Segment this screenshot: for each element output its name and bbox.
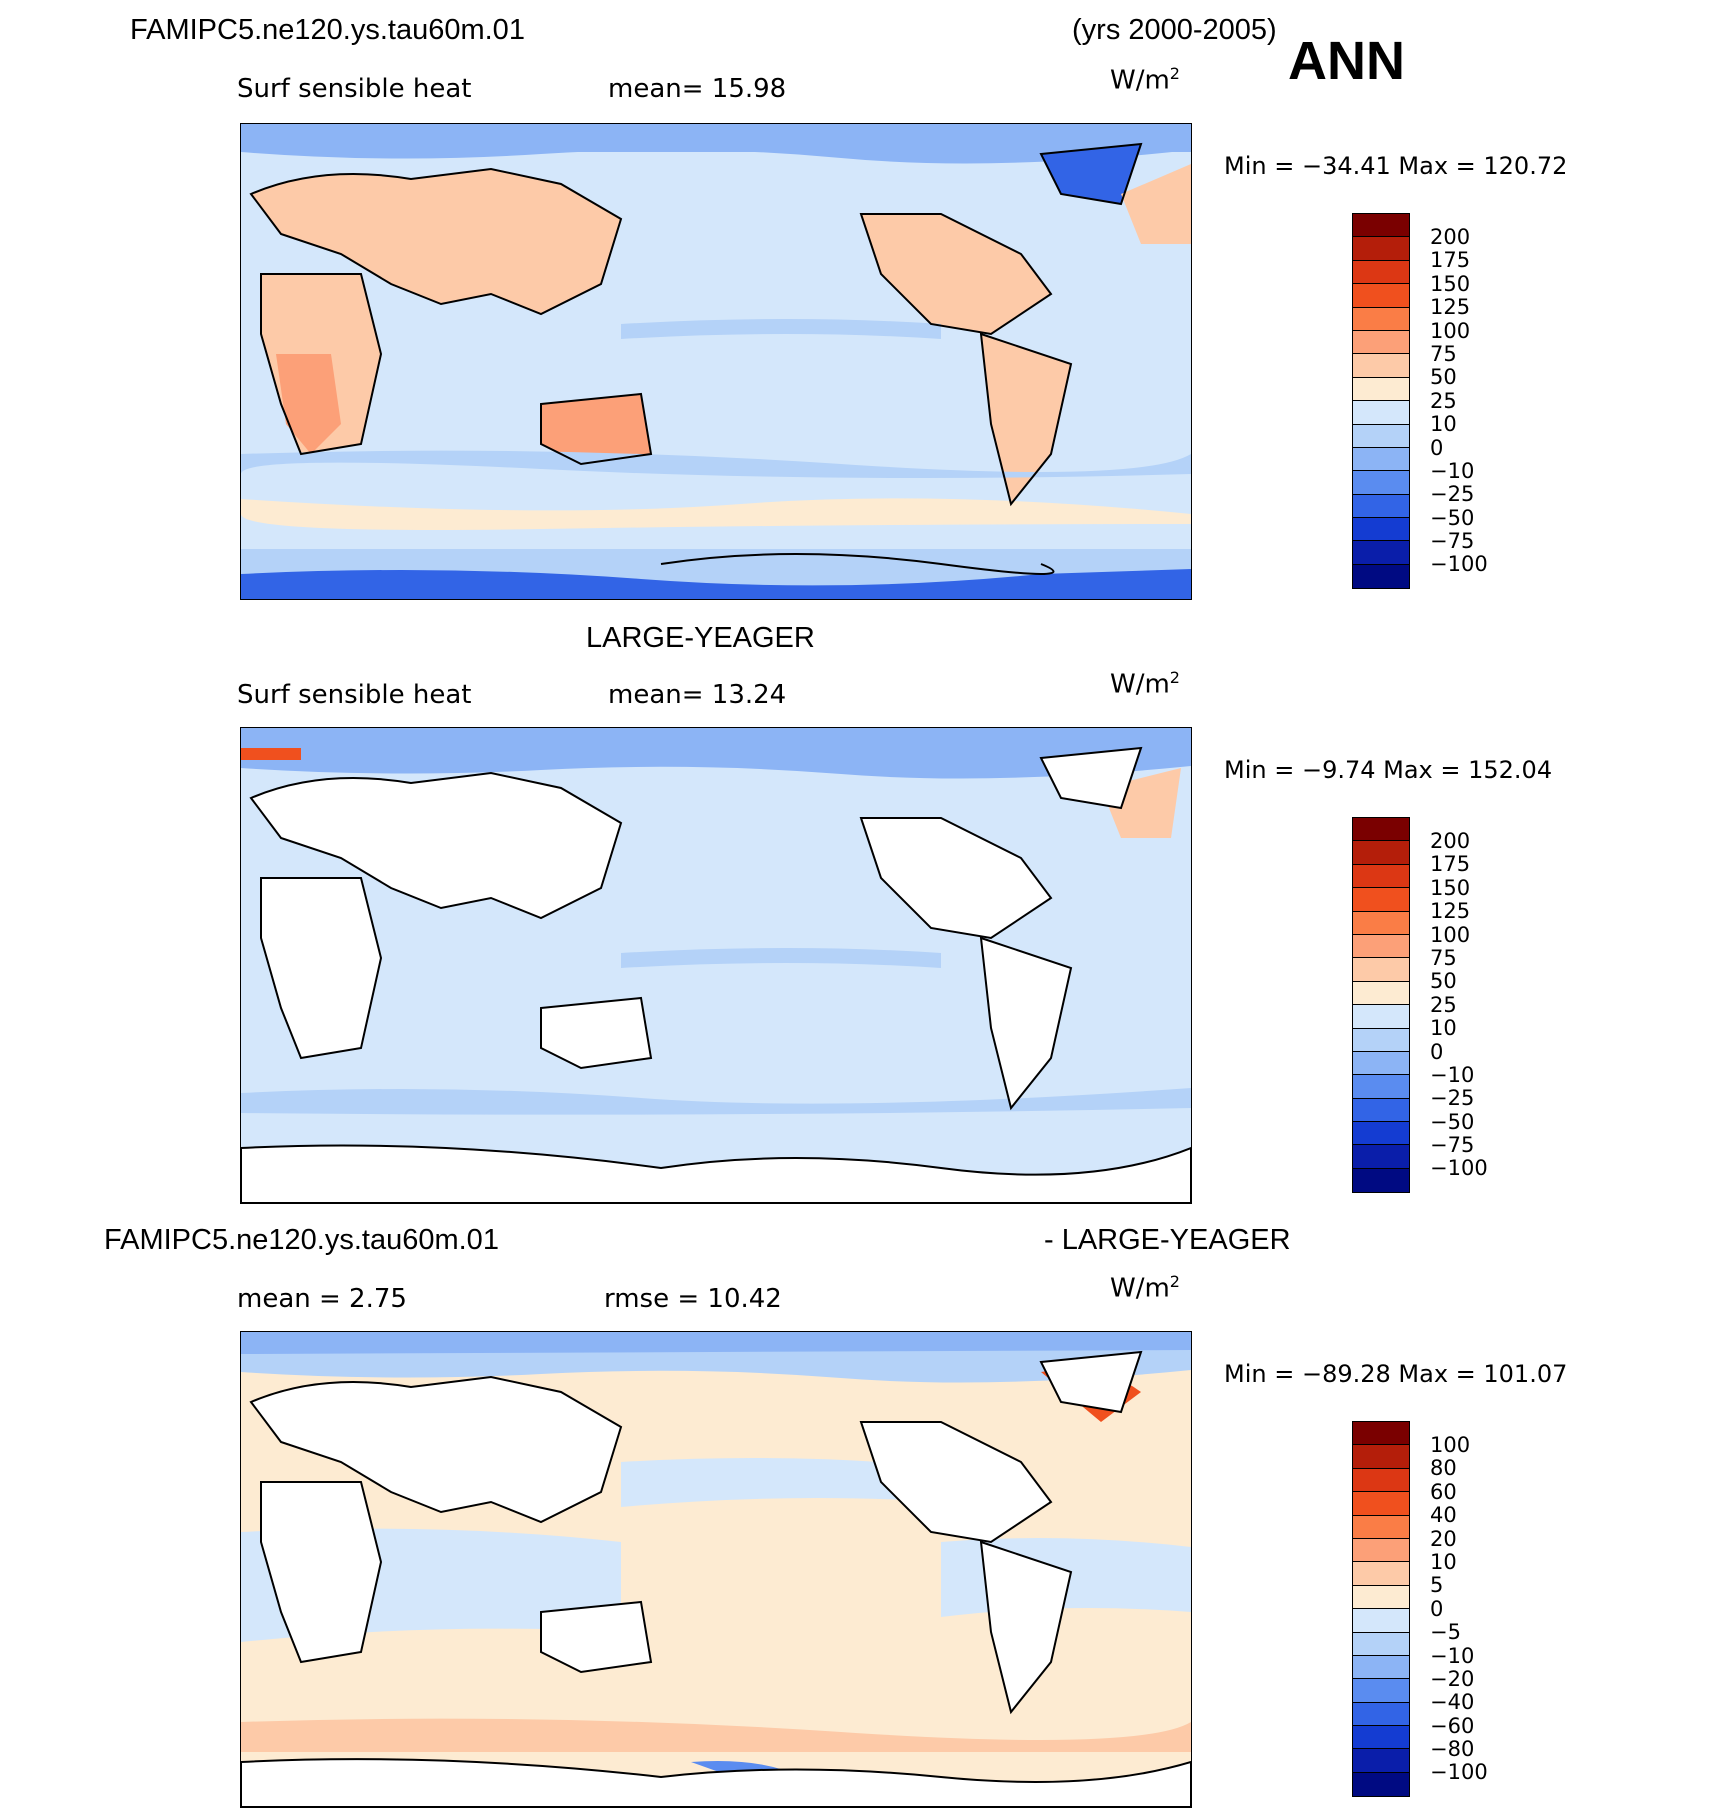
panel2-variable: Surf sensible heat — [237, 680, 472, 710]
panel3-rmse: rmse = 10.42 — [604, 1284, 782, 1314]
panel1-units: W/m2 — [1110, 64, 1180, 96]
panel1-colorbar-labels: 200 175 150 125 100 75 50 25 10 0 −10 −25 −50 −75 −100 — [1430, 225, 1488, 577]
panel2-map — [240, 727, 1192, 1204]
panel3-mean: mean = 2.75 — [237, 1284, 407, 1314]
panel2-colorbar — [1352, 817, 1410, 1194]
panel3-title-left: FAMIPC5.ne120.ys.tau60m.01 — [104, 1224, 499, 1256]
years-label: (yrs 2000-2005) — [1072, 14, 1277, 46]
panel2-units: W/m2 — [1110, 668, 1180, 700]
panel2-mean: mean= 13.24 — [608, 680, 787, 710]
panel1-mean: mean= 15.98 — [608, 74, 787, 104]
panel3-minmax: Min = −89.28 Max = 101.07 — [1224, 1360, 1568, 1388]
panel3-map — [240, 1331, 1192, 1808]
panel1-colorbar — [1352, 213, 1410, 590]
panel3-colorbar-labels: 100 80 60 40 20 10 5 0 −5 −10 −20 −40 −60 −80 −100 — [1430, 1433, 1488, 1785]
panel1-variable: Surf sensible heat — [237, 74, 472, 104]
case-title: FAMIPC5.ne120.ys.tau60m.01 — [130, 14, 525, 46]
panel3-colorbar — [1352, 1421, 1410, 1798]
panel2-title: LARGE-YEAGER — [586, 622, 815, 654]
panel3-units: W/m2 — [1110, 1272, 1180, 1304]
panel2-minmax: Min = −9.74 Max = 152.04 — [1224, 756, 1553, 784]
panel2-colorbar-labels: 200 175 150 125 100 75 50 25 10 0 −10 −25 −50 −75 −100 — [1430, 829, 1488, 1181]
season-label: ANN — [1288, 31, 1405, 91]
panel3-title-right: - LARGE-YEAGER — [1044, 1224, 1291, 1256]
panel1-map — [240, 123, 1192, 600]
panel1-minmax: Min = −34.41 Max = 120.72 — [1224, 152, 1568, 180]
